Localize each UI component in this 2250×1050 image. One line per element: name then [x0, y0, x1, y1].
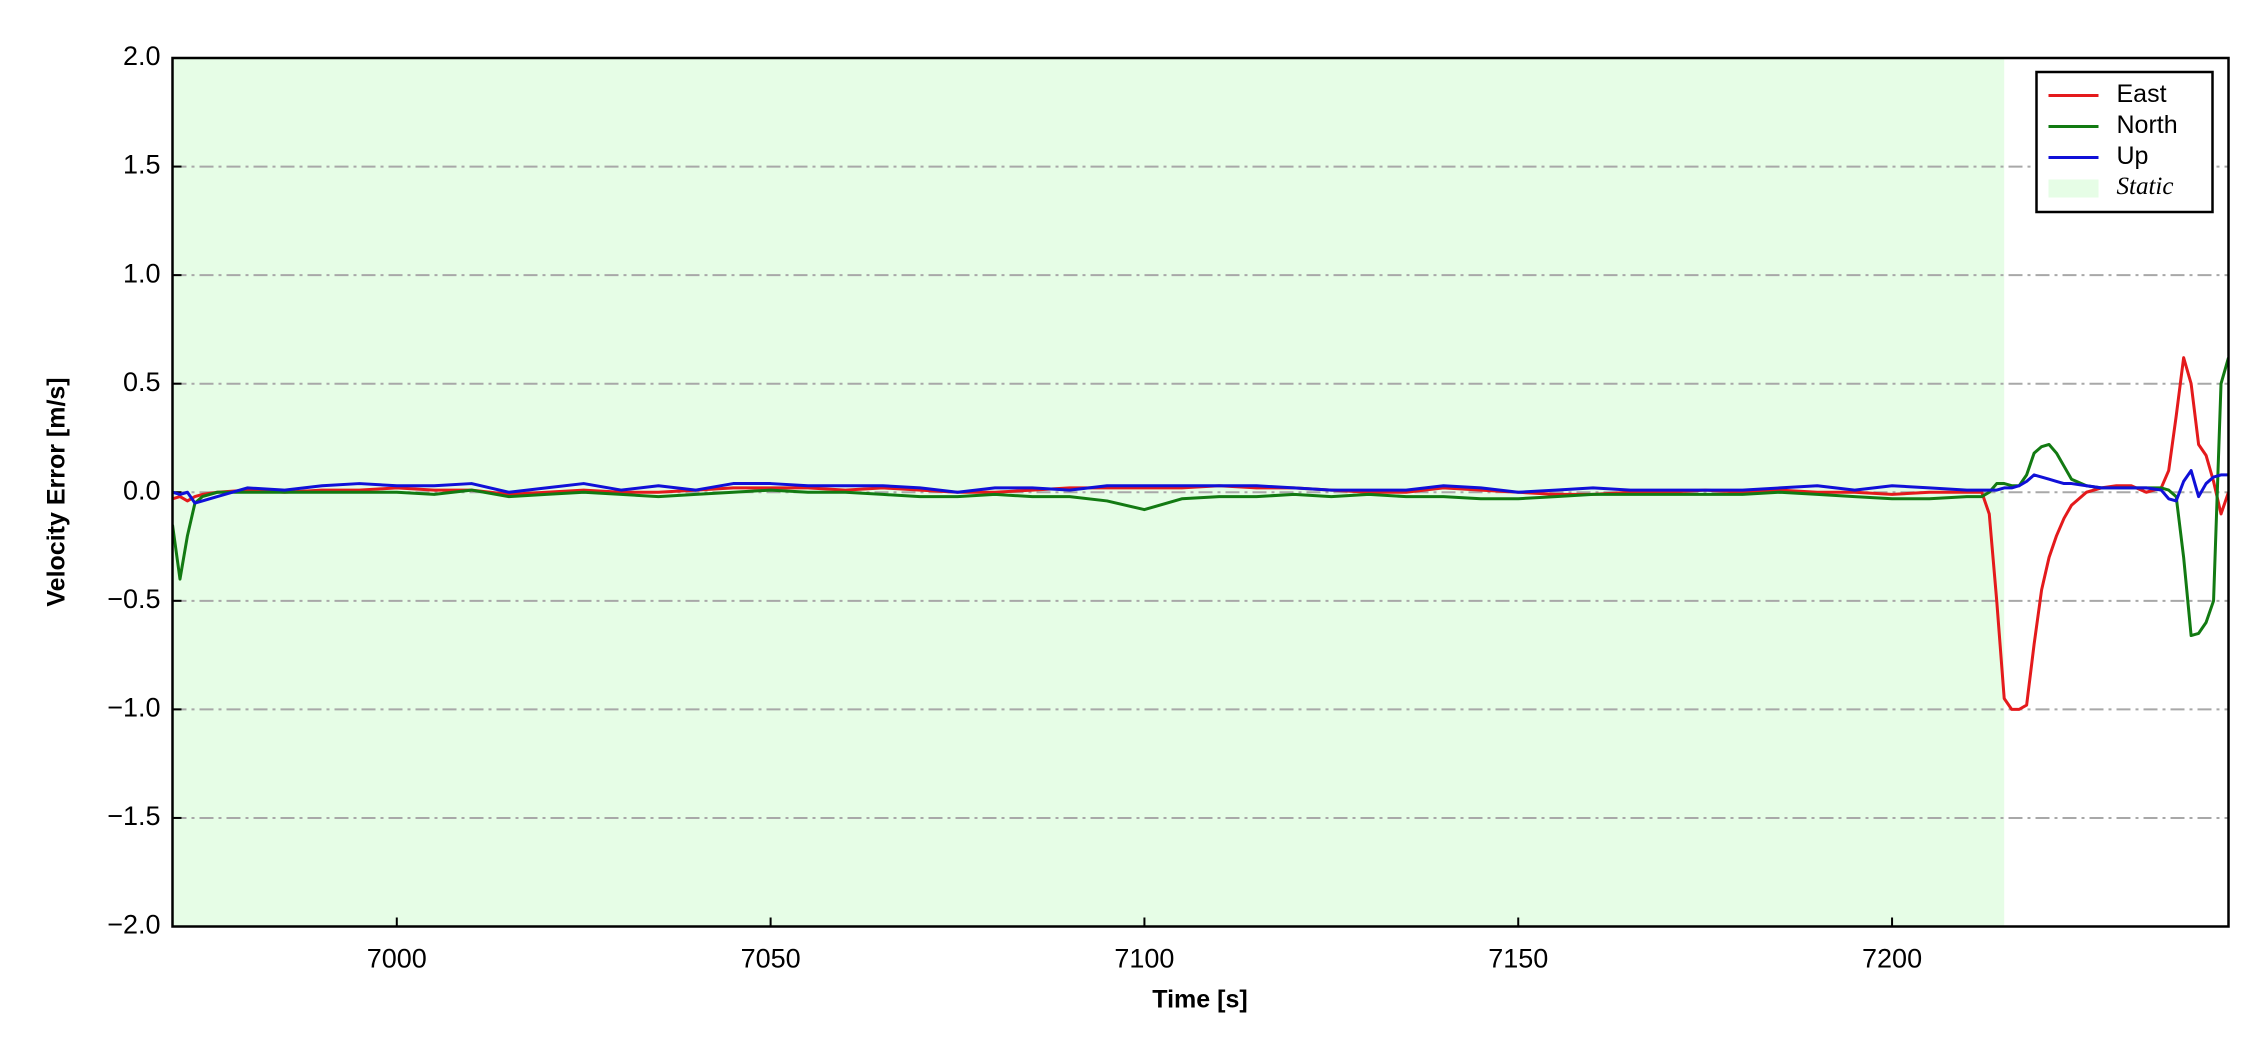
y-tick-label: −2.0: [107, 910, 160, 940]
y-tick-label: 1.0: [123, 258, 161, 288]
y-axis-label: Velocity Error [m/s]: [43, 377, 71, 606]
y-tick-label: −1.5: [107, 801, 160, 831]
x-tick-label: 7100: [1114, 944, 1174, 974]
x-tick-label: 7150: [1488, 944, 1548, 974]
legend-swatch: [2048, 179, 2099, 198]
x-tick-label: 7200: [1862, 944, 1922, 974]
legend-label: East: [2117, 80, 2167, 108]
y-tick-label: 1.5: [123, 150, 161, 180]
y-tick-label: −1.0: [107, 693, 160, 723]
x-tick-label: 7000: [367, 944, 427, 974]
y-tick-label: 0.5: [123, 367, 161, 397]
y-tick-label: 2.0: [123, 41, 161, 71]
x-tick-label: 7050: [741, 944, 801, 974]
legend-label: Static: [2117, 173, 2174, 200]
plot-frame: [171, 56, 2230, 928]
legend-label: North: [2117, 111, 2178, 139]
y-tick-label: −0.5: [107, 584, 160, 614]
legend-label: Up: [2117, 142, 2149, 170]
x-axis-label: Time [s]: [1152, 986, 1247, 1014]
data-line: [172, 469, 2229, 505]
y-tick-label: 0.0: [123, 475, 161, 505]
